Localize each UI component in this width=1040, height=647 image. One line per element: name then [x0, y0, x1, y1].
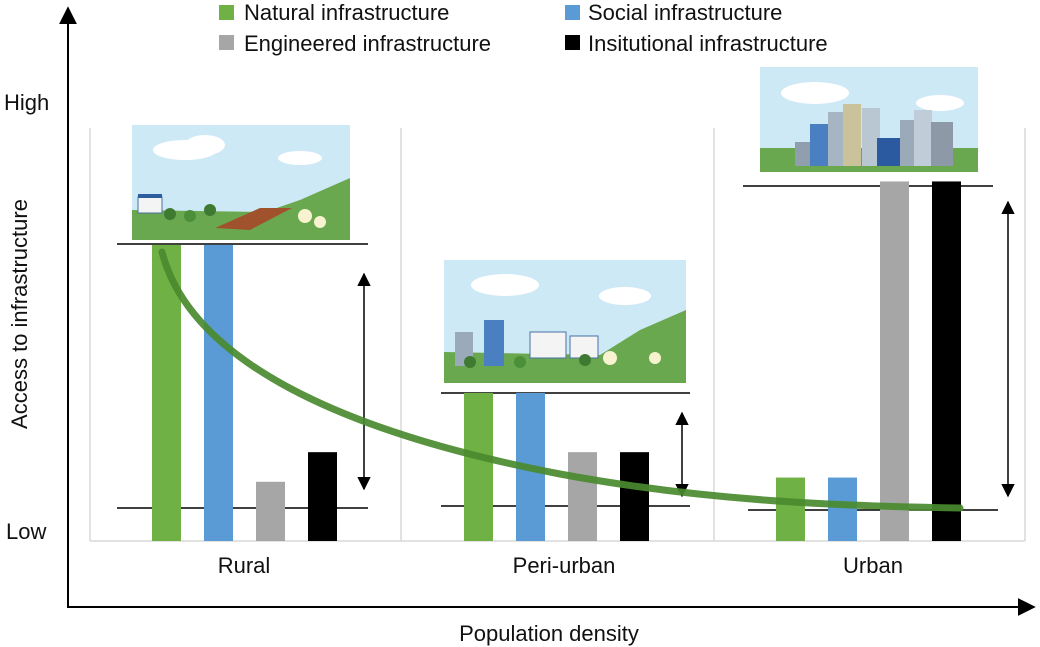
panel-dividers [89, 128, 1026, 542]
legend: Natural infrastructure Social infrastruc… [219, 0, 828, 56]
x-axis-title: Population density [459, 621, 639, 646]
bar-urban-natural [776, 477, 805, 541]
axes [59, 6, 1036, 616]
legend-swatch-institutional [565, 35, 580, 50]
legend-label-institutional: Insitutional infrastructure [588, 31, 828, 56]
legend-label-natural: Natural infrastructure [244, 0, 449, 25]
urban-scene-image [760, 67, 978, 172]
bar-peri-urban-institutional [620, 452, 649, 541]
y-axis-high-label: High [4, 90, 49, 115]
legend-label-engineered: Engineered infrastructure [244, 31, 491, 56]
legend-swatch-engineered [219, 35, 234, 50]
gap-arrows [357, 200, 1015, 498]
bar-urban-engineered [880, 181, 909, 541]
y-axis-title: Access to infrastructure [7, 199, 32, 429]
legend-label-social: Social infrastructure [588, 0, 782, 25]
category-label-rural: Rural [218, 553, 271, 578]
bar-urban-institutional [932, 181, 961, 541]
y-axis-low-label: Low [6, 519, 46, 544]
category-label-peri-urban: Peri-urban [513, 553, 616, 578]
legend-swatch-social [565, 5, 580, 20]
trend-curve [158, 248, 964, 512]
bars [152, 181, 961, 541]
bar-urban-social [828, 477, 857, 541]
bar-peri-urban-engineered [568, 452, 597, 541]
bar-peri-urban-natural [464, 392, 493, 541]
category-label-urban: Urban [843, 553, 903, 578]
bar-rural-institutional [308, 452, 337, 541]
peri-urban-scene-image [444, 260, 686, 383]
legend-swatch-natural [219, 5, 234, 20]
rural-scene-image [132, 125, 350, 240]
bar-rural-social [204, 244, 233, 541]
bar-rural-engineered [256, 481, 285, 541]
